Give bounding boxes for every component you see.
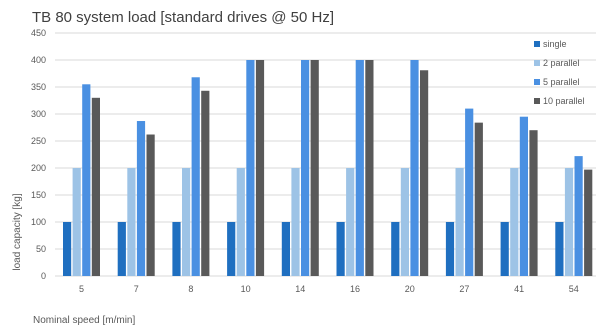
bar-5-parallel-5 xyxy=(82,84,91,276)
bar-single-16 xyxy=(336,222,345,276)
bar-10-parallel-5 xyxy=(91,97,100,276)
x-tick-label: 8 xyxy=(188,284,193,294)
bar-2-parallel-27 xyxy=(455,168,464,276)
bar-2-parallel-16 xyxy=(346,168,355,276)
bar-2-parallel-7 xyxy=(127,168,136,276)
x-tick-label: 5 xyxy=(79,284,84,294)
x-axis-ticks: 5 7 8 10 14 16 20 27 41 54 xyxy=(79,284,579,294)
x-tick-label: 7 xyxy=(134,284,139,294)
y-axis-ticks: 0 50 100 150 200 250 300 350 400 450 xyxy=(31,28,46,281)
y-tick-label: 100 xyxy=(31,217,46,227)
legend-label: 5 parallel xyxy=(543,77,580,87)
y-tick-label: 300 xyxy=(31,109,46,119)
y-tick-label: 350 xyxy=(31,82,46,92)
bar-10-parallel-8 xyxy=(201,90,210,276)
bar-single-5 xyxy=(63,222,72,276)
bar-10-parallel-16 xyxy=(365,60,374,276)
bar-2-parallel-54 xyxy=(564,168,574,276)
legend-label: 10 parallel xyxy=(543,96,585,106)
x-tick-label: 10 xyxy=(241,284,251,294)
x-axis-label: Nominal speed [m/min] xyxy=(33,315,135,326)
bar-10-parallel-10 xyxy=(255,60,265,276)
legend-swatch xyxy=(534,98,540,104)
bar-single-8 xyxy=(172,222,181,276)
bar-10-parallel-54 xyxy=(584,169,593,276)
x-tick-label: 27 xyxy=(459,284,469,294)
x-tick-label: 20 xyxy=(405,284,415,294)
y-tick-label: 450 xyxy=(31,28,46,38)
bar-10-parallel-41 xyxy=(529,130,538,276)
bar-5-parallel-10 xyxy=(246,60,255,276)
bar-2-parallel-20 xyxy=(400,168,409,276)
bar-10-parallel-27 xyxy=(474,122,483,276)
legend-label: 2 parallel xyxy=(543,58,580,68)
y-tick-label: 0 xyxy=(41,271,46,281)
bar-5-parallel-20 xyxy=(410,60,419,276)
bar-5-parallel-41 xyxy=(519,116,528,276)
bar-5-parallel-54 xyxy=(574,156,583,276)
bars xyxy=(63,60,593,277)
legend-swatch xyxy=(534,41,540,47)
bar-single-14 xyxy=(281,222,290,276)
y-tick-label: 250 xyxy=(31,136,46,146)
bar-single-54 xyxy=(555,222,564,276)
y-tick-label: 50 xyxy=(36,244,46,254)
bar-5-parallel-27 xyxy=(465,108,474,276)
legend: single 2 parallel 5 parallel 10 parallel xyxy=(534,39,585,106)
legend-label: single xyxy=(543,39,567,49)
bar-single-27 xyxy=(445,222,455,276)
bar-single-7 xyxy=(117,222,126,276)
y-axis-label: load capacity [kg] xyxy=(12,193,23,270)
bar-10-parallel-20 xyxy=(420,70,429,276)
x-tick-label: 41 xyxy=(514,284,524,294)
y-tick-label: 200 xyxy=(31,163,46,173)
bar-10-parallel-14 xyxy=(310,60,319,276)
y-tick-label: 400 xyxy=(31,55,46,65)
bar-2-parallel-41 xyxy=(510,168,519,276)
bar-5-parallel-7 xyxy=(136,121,146,277)
bar-2-parallel-8 xyxy=(182,168,191,276)
bar-single-10 xyxy=(227,222,236,276)
gridlines xyxy=(55,32,596,277)
x-tick-label: 14 xyxy=(295,284,305,294)
x-tick-label: 54 xyxy=(569,284,579,294)
bar-2-parallel-14 xyxy=(291,168,300,276)
chart-title: TB 80 system load [standard drives @ 50 … xyxy=(32,9,334,26)
bar-2-parallel-10 xyxy=(236,168,245,276)
bar-10-parallel-7 xyxy=(146,134,155,276)
y-tick-label: 150 xyxy=(31,190,46,200)
bar-5-parallel-8 xyxy=(191,77,200,276)
bar-single-20 xyxy=(391,222,400,276)
legend-swatch xyxy=(534,79,540,85)
bar-5-parallel-14 xyxy=(301,60,310,276)
legend-swatch xyxy=(534,60,540,66)
bar-2-parallel-5 xyxy=(72,168,81,276)
bar-5-parallel-16 xyxy=(355,60,364,276)
bar-single-41 xyxy=(500,222,509,276)
x-tick-label: 16 xyxy=(350,284,360,294)
